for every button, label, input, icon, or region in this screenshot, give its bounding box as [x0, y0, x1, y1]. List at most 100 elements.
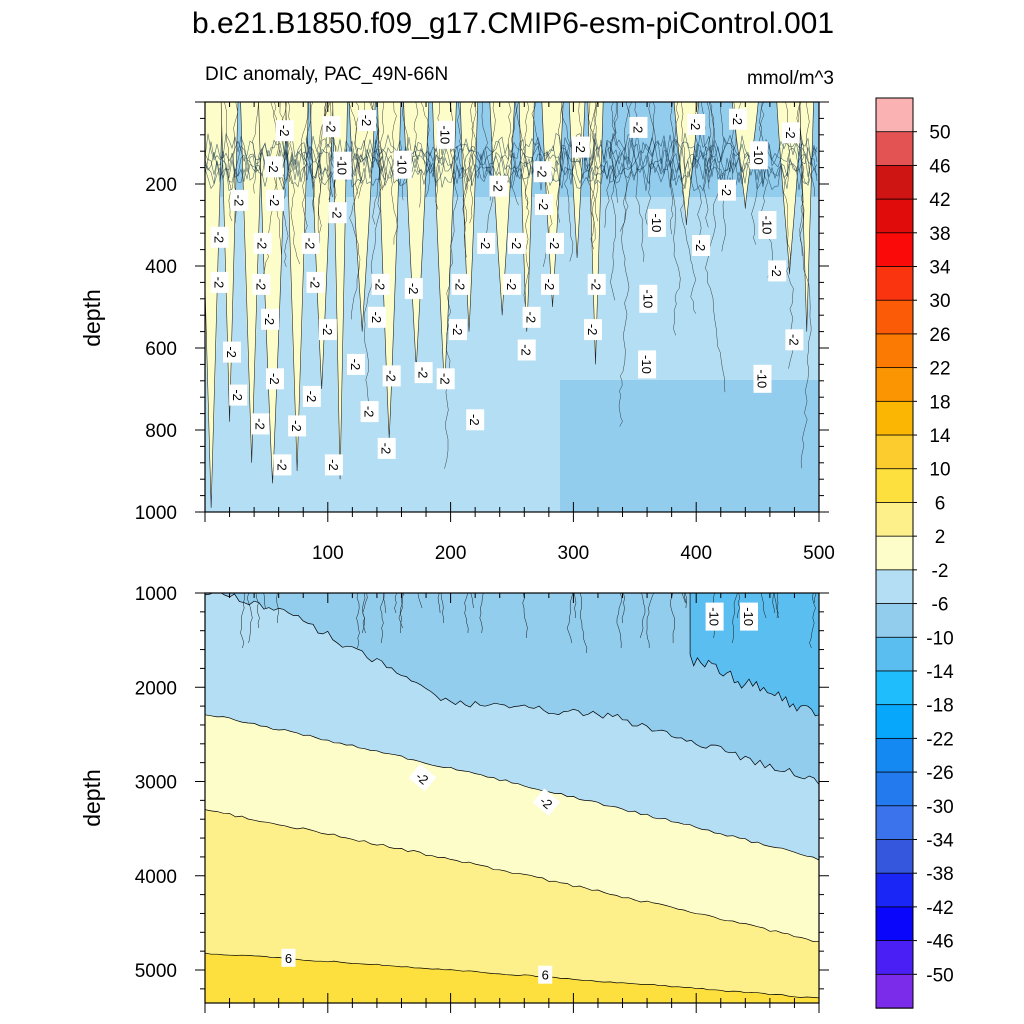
lower-contour-line: [205, 593, 819, 785]
lower-noise-line: [616, 593, 622, 649]
contour-label-bg: [328, 202, 347, 224]
contour-label: -2: [507, 232, 526, 254]
contour-label-text: -2: [416, 367, 431, 379]
contour-label-text: -2: [438, 373, 453, 385]
contour-label-text: -10: [640, 289, 655, 308]
contour-label-bg: [223, 341, 241, 363]
x-tick-label: 100: [312, 543, 344, 564]
lower-noise-line: [469, 593, 474, 609]
upper-noise-line: [609, 102, 619, 203]
contour-label-bg: [466, 409, 485, 431]
lower-contour-labels: -10 -10 -2 -2 6 6: [281, 602, 758, 984]
contour-label: -2: [587, 273, 606, 295]
lower-noise-line: [776, 593, 780, 619]
colorbar-box: [875, 333, 914, 369]
contour-label-text: -2: [274, 459, 289, 471]
contour-label-text: -2: [224, 346, 239, 358]
upper-noise-line: [561, 102, 574, 262]
colorbar-box: [875, 299, 914, 335]
contour-label-bg: [230, 189, 249, 211]
contour-label-text: -2: [524, 312, 539, 324]
contour-label-text: -10: [335, 156, 350, 175]
upper-x-tick-labels: 100 200 300 400 500: [312, 543, 835, 564]
contour-label-bg: [532, 788, 561, 816]
colorbar-box: [875, 805, 914, 841]
contour-label: -10: [758, 211, 777, 239]
contour-label: -10: [639, 284, 658, 313]
colorbar-label: -2: [932, 561, 949, 582]
colorbar-box: [875, 232, 914, 268]
upper-noise-line: [317, 102, 327, 253]
contour-label-bg: [253, 232, 272, 254]
upper-noise-line: [316, 102, 328, 235]
contour-label-text: -2: [384, 370, 399, 382]
contour-label-text: -2: [348, 359, 363, 371]
contour-label-bg: [275, 120, 294, 142]
upper-noise-line: [610, 102, 621, 301]
contour-label-bg: [210, 226, 229, 248]
contour-label-text: -2: [267, 373, 282, 385]
contour-label: -2: [324, 454, 343, 476]
x-tick-label: 400: [680, 543, 712, 564]
contour-label-text: -2: [359, 115, 374, 127]
lower-noise-line: [356, 593, 360, 649]
contour-label-text: -2: [783, 127, 798, 139]
contour-label-bg: [534, 194, 553, 215]
lower-axis-ticks: [195, 592, 829, 1013]
lower-noise-line: [684, 593, 687, 604]
contour-label-bg: [507, 232, 526, 254]
lower-noise-line: [737, 593, 741, 619]
contour-label: -2: [318, 319, 337, 341]
y-tick-label: 2000: [135, 678, 177, 699]
contour-label-bg: [358, 110, 377, 131]
lower-noise-line: [361, 593, 366, 634]
colorbar-label: -26: [926, 763, 953, 784]
upper-positive-plume: [799, 102, 814, 332]
lower-noise-line: [681, 593, 686, 604]
contour-label: -2: [451, 273, 470, 295]
lower-noise-line: [639, 593, 646, 639]
y-tick-label: 4000: [135, 867, 177, 888]
contour-label-bg: [753, 364, 772, 393]
contour-label-text: -10: [707, 607, 722, 626]
contour-label: -2: [302, 385, 321, 407]
lower-noise-line: [579, 593, 588, 654]
upper-noise-line: [707, 102, 715, 178]
contour-label: -2: [546, 232, 564, 254]
y-tick-label: 600: [145, 339, 177, 360]
upper-y-tick-labels: 200 400 600 800 1000: [135, 175, 177, 524]
contour-label-text: -2: [478, 238, 493, 250]
colorbar-box: [875, 569, 914, 605]
upper-noise-line: [205, 139, 818, 168]
contour-label-text: -2: [330, 207, 345, 219]
colorbar-label: -30: [926, 797, 953, 818]
upper-deep-band-right: [560, 380, 819, 512]
contour-label-bg: [687, 114, 706, 135]
lower-noise-line: [772, 593, 775, 614]
contour-label-text: -2: [212, 277, 227, 289]
contour-label-bg: [629, 116, 648, 138]
upper-positive-plume: [205, 102, 223, 508]
lower-noise-line: [814, 593, 817, 604]
colorbar-box: [875, 367, 914, 403]
contour-label: -2: [261, 308, 280, 330]
contour-label: -10: [393, 150, 412, 179]
contour-label-text: -2: [212, 232, 227, 244]
lower-noise-line: [276, 593, 279, 624]
contour-label: -2: [377, 437, 396, 459]
upper-noise-line: [462, 102, 477, 226]
upper-noise-line: [758, 102, 773, 278]
contour-label: 6: [281, 948, 296, 967]
contour-label: -2: [517, 339, 536, 361]
upper-axis-ticks: [195, 101, 829, 522]
lower-noise-line: [416, 593, 423, 609]
contour-label-bg: [451, 273, 470, 295]
colorbar-box: [875, 131, 914, 167]
contour-label-text: -2: [585, 324, 600, 336]
lower-noise-line: [683, 593, 687, 609]
contour-label: -2: [266, 189, 284, 211]
contour-label-bg: [781, 122, 800, 144]
contour-label-bg: [477, 232, 496, 254]
colorbar-box: [875, 704, 914, 740]
contour-label: -2: [436, 368, 455, 390]
